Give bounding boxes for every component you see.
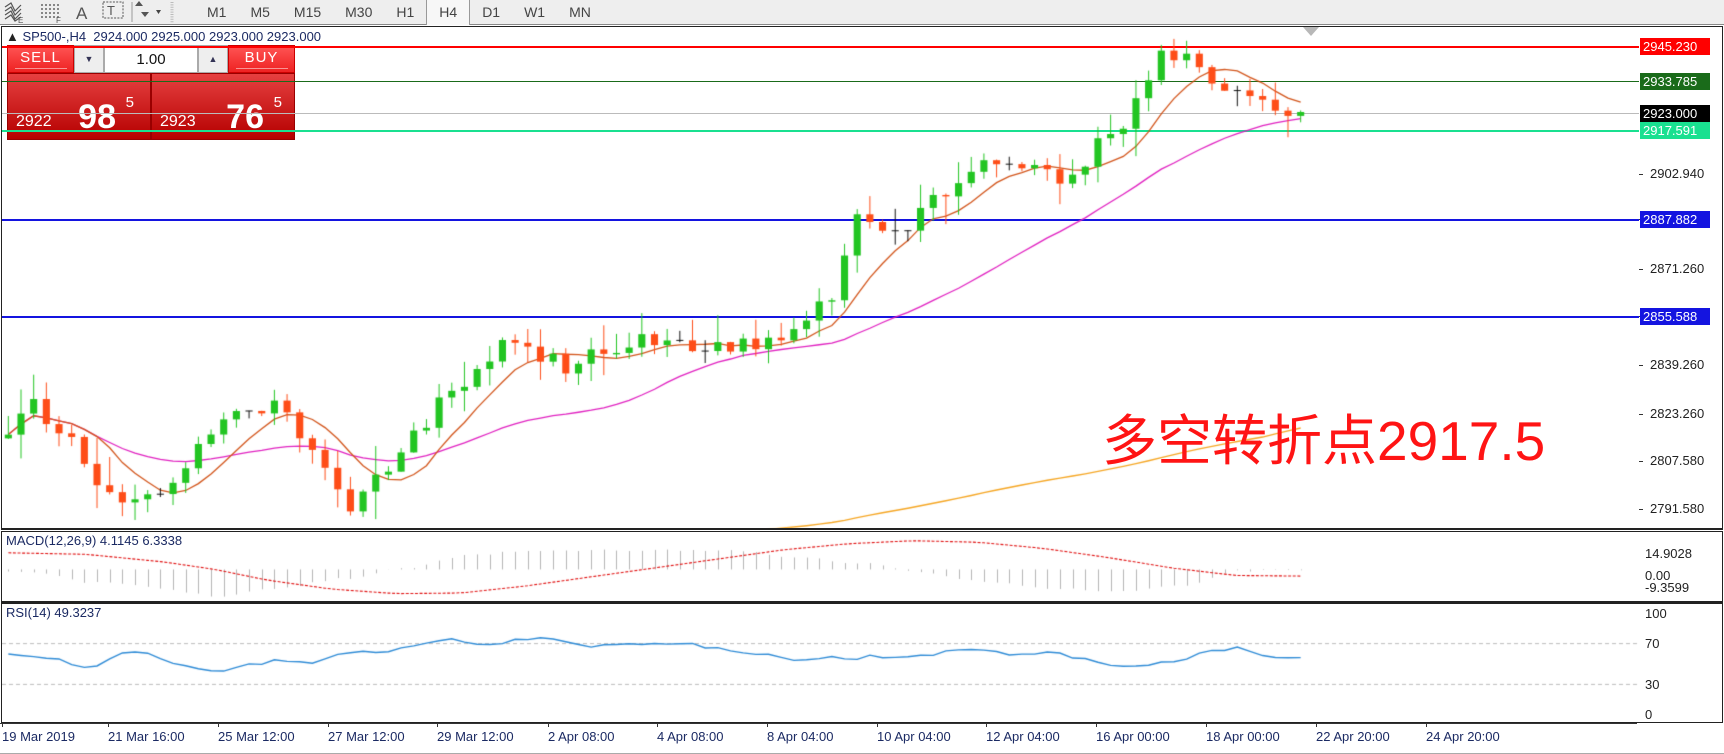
svg-text:A: A: [76, 4, 88, 23]
svg-text:T: T: [107, 3, 115, 18]
svg-text:E: E: [18, 16, 23, 25]
svg-text:F: F: [56, 16, 61, 25]
